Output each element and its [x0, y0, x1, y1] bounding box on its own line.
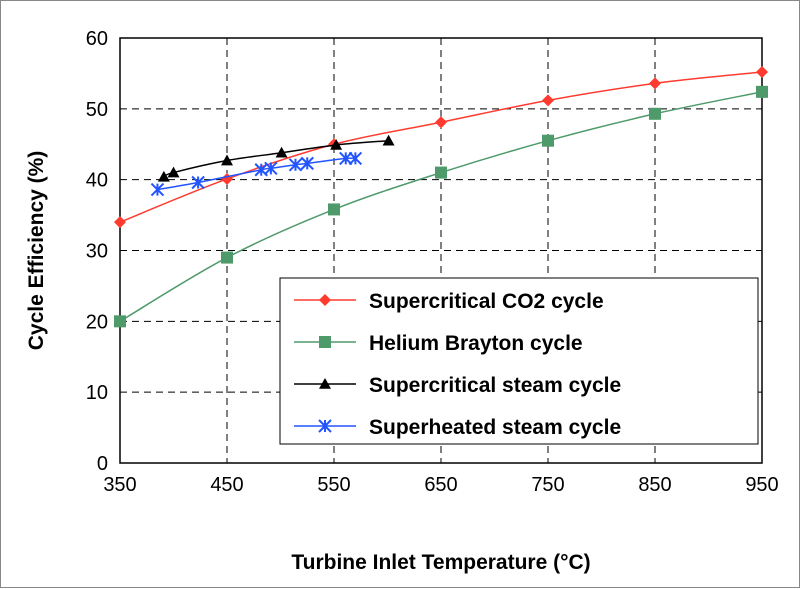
triangle-marker — [382, 134, 395, 146]
square-marker — [328, 203, 340, 216]
x-tick-label: 550 — [317, 474, 350, 496]
asterisk-marker — [339, 151, 353, 166]
asterisk-marker — [288, 158, 303, 172]
x-tick-label: 850 — [638, 474, 671, 496]
legend: Supercritical CO2 cycle Helium Brayton cy… — [279, 277, 759, 445]
triangle-marker — [157, 170, 170, 182]
diamond-marker — [435, 116, 447, 129]
asterisk-marker — [318, 419, 332, 433]
y-tick-label: 30 — [86, 241, 108, 263]
plot-frame — [119, 37, 763, 464]
triangle-marker — [330, 138, 343, 150]
legend-label: Supercritical steam cycle — [369, 374, 621, 397]
series-0 — [114, 66, 768, 229]
square-marker — [221, 251, 233, 264]
asterisk-marker — [348, 151, 363, 166]
legend-box — [279, 277, 759, 445]
square-marker — [649, 107, 661, 120]
triangle-marker — [275, 146, 288, 158]
x-tick-label: 450 — [210, 474, 243, 496]
diamond-marker — [649, 77, 661, 90]
x-tick-label: 350 — [103, 474, 136, 496]
square-marker — [114, 315, 126, 328]
square-marker — [542, 134, 554, 147]
asterisk-marker — [300, 156, 314, 171]
y-tick-label: 0 — [97, 453, 108, 475]
legend-label: Supercritical CO2 cycle — [369, 290, 604, 313]
square-marker — [319, 336, 331, 348]
series-2 — [157, 134, 395, 182]
diamond-marker — [319, 294, 331, 306]
asterisk-marker — [150, 182, 165, 197]
y-tick-label: 60 — [86, 28, 108, 50]
y-tick-label: 10 — [86, 382, 108, 404]
x-tick-label: 750 — [531, 474, 564, 496]
y-axis-label: Cycle Efficiency (%) — [25, 151, 48, 351]
x-axis-label: Turbine Inlet Temperature (°C) — [291, 551, 590, 574]
diamond-marker — [221, 172, 233, 185]
diamond-marker — [756, 66, 768, 78]
asterisk-marker — [264, 161, 278, 176]
series-3 — [150, 151, 363, 197]
triangle-marker — [221, 154, 233, 166]
y-tick-label: 50 — [86, 99, 108, 121]
legend-label: Superheated steam cycle — [369, 416, 621, 439]
diamond-marker — [542, 94, 554, 107]
square-marker — [435, 166, 447, 179]
x-tick-label: 950 — [745, 474, 778, 496]
y-tick-label: 40 — [86, 170, 108, 192]
legend-label: Helium Brayton cycle — [369, 332, 583, 355]
square-marker — [756, 85, 768, 98]
series-line — [157, 157, 356, 191]
y-tick-label: 20 — [86, 311, 108, 333]
triangle-marker — [167, 166, 180, 178]
x-tick-label: 650 — [424, 474, 457, 496]
diamond-marker — [114, 216, 126, 229]
asterisk-marker — [191, 175, 205, 190]
series-1 — [114, 85, 768, 328]
triangle-marker — [319, 378, 331, 389]
